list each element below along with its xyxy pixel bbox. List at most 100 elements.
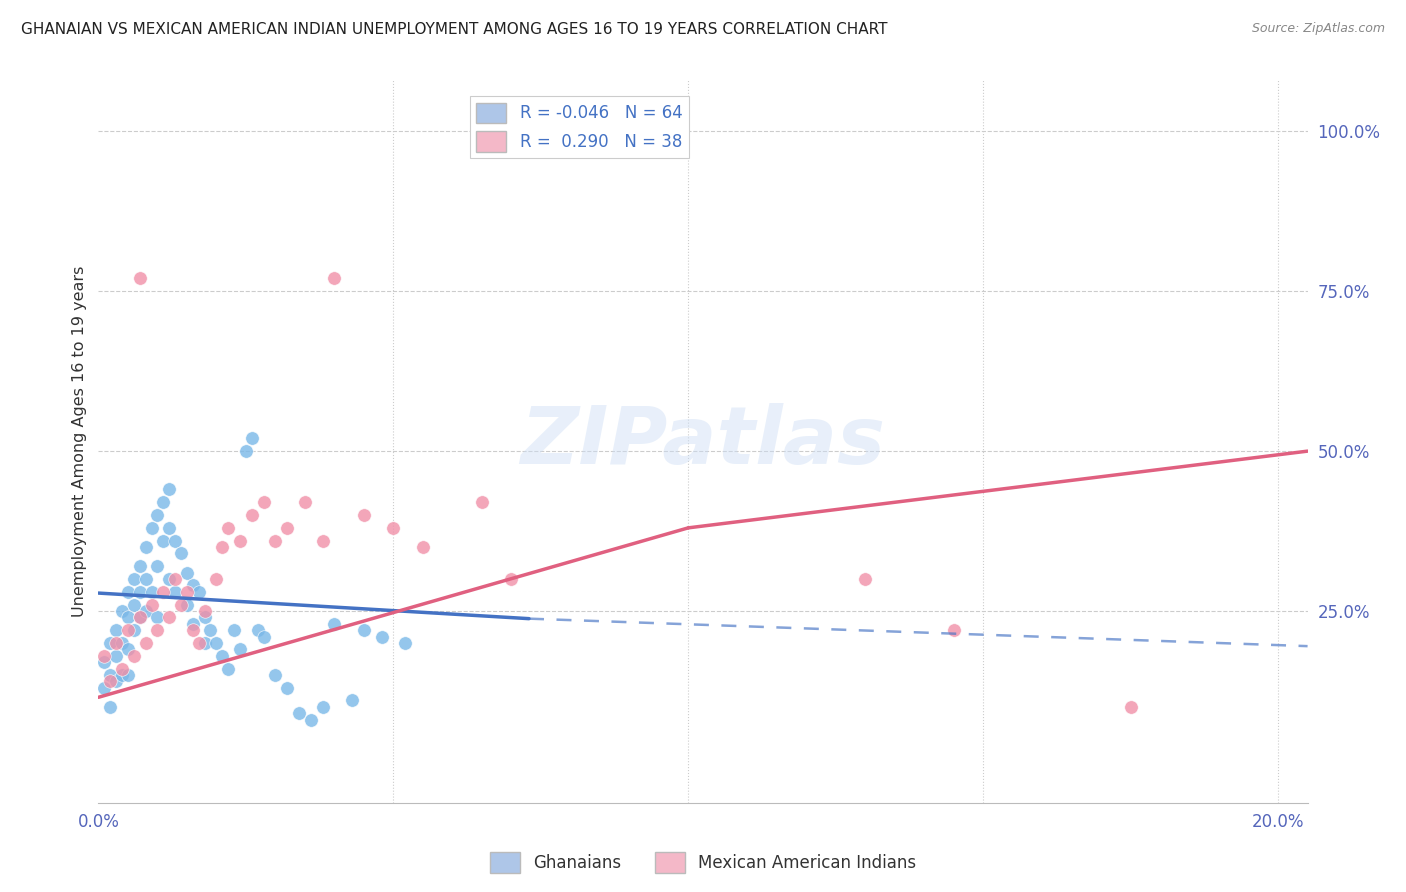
Point: [299, 713, 322, 727]
Point: [394, 636, 416, 650]
Point: [117, 668, 139, 682]
Point: [111, 604, 134, 618]
Point: [264, 668, 287, 682]
Text: Source: ZipAtlas.com: Source: ZipAtlas.com: [1251, 22, 1385, 36]
Point: [105, 674, 128, 689]
Point: [141, 584, 163, 599]
Point: [117, 610, 139, 624]
Point: [194, 604, 217, 618]
Point: [176, 584, 198, 599]
Point: [176, 598, 198, 612]
Point: [165, 533, 187, 548]
Y-axis label: Unemployment Among Ages 16 to 19 years: Unemployment Among Ages 16 to 19 years: [72, 266, 87, 617]
Point: [187, 584, 209, 599]
Point: [323, 616, 346, 631]
Point: [117, 623, 139, 637]
Point: [353, 623, 375, 637]
Point: [217, 521, 239, 535]
Point: [276, 681, 298, 695]
Point: [122, 598, 145, 612]
Point: [229, 533, 252, 548]
Point: [128, 271, 150, 285]
Point: [240, 508, 263, 522]
Point: [117, 584, 139, 599]
Point: [135, 604, 157, 618]
Point: [853, 572, 876, 586]
Point: [105, 648, 128, 663]
Point: [157, 572, 180, 586]
Point: [146, 559, 169, 574]
Point: [187, 636, 209, 650]
Point: [276, 521, 298, 535]
Point: [157, 483, 180, 497]
Point: [105, 623, 128, 637]
Point: [122, 623, 145, 637]
Point: [311, 699, 333, 714]
Point: [141, 598, 163, 612]
Point: [176, 566, 198, 580]
Point: [353, 508, 375, 522]
Point: [170, 598, 193, 612]
Legend: Ghanaians, Mexican American Indians: Ghanaians, Mexican American Indians: [484, 846, 922, 880]
Point: [98, 668, 121, 682]
Point: [323, 271, 346, 285]
Point: [157, 610, 180, 624]
Point: [471, 495, 494, 509]
Point: [200, 623, 222, 637]
Point: [98, 674, 121, 689]
Point: [194, 636, 217, 650]
Point: [128, 584, 150, 599]
Point: [135, 572, 157, 586]
Point: [93, 655, 115, 669]
Point: [117, 642, 139, 657]
Point: [170, 546, 193, 560]
Point: [146, 623, 169, 637]
Point: [111, 668, 134, 682]
Point: [382, 521, 405, 535]
Point: [135, 636, 157, 650]
Point: [146, 610, 169, 624]
Point: [229, 642, 252, 657]
Point: [93, 648, 115, 663]
Point: [294, 495, 316, 509]
Point: [122, 572, 145, 586]
Point: [205, 636, 228, 650]
Point: [205, 572, 228, 586]
Point: [98, 699, 121, 714]
Point: [128, 610, 150, 624]
Point: [246, 623, 269, 637]
Point: [105, 636, 128, 650]
Point: [252, 630, 274, 644]
Point: [111, 661, 134, 675]
Point: [157, 521, 180, 535]
Point: [222, 623, 245, 637]
Point: [181, 616, 204, 631]
Text: ZIPatlas: ZIPatlas: [520, 402, 886, 481]
Point: [181, 623, 204, 637]
Legend: R = -0.046   N = 64, R =  0.290   N = 38: R = -0.046 N = 64, R = 0.290 N = 38: [470, 95, 689, 158]
Point: [942, 623, 965, 637]
Point: [340, 693, 363, 707]
Point: [165, 584, 187, 599]
Point: [311, 533, 333, 548]
Point: [264, 533, 287, 548]
Point: [412, 540, 434, 554]
Point: [141, 521, 163, 535]
Point: [122, 648, 145, 663]
Point: [194, 610, 217, 624]
Point: [146, 508, 169, 522]
Point: [288, 706, 311, 721]
Point: [217, 661, 239, 675]
Point: [135, 540, 157, 554]
Point: [128, 610, 150, 624]
Text: GHANAIAN VS MEXICAN AMERICAN INDIAN UNEMPLOYMENT AMONG AGES 16 TO 19 YEARS CORRE: GHANAIAN VS MEXICAN AMERICAN INDIAN UNEM…: [21, 22, 887, 37]
Point: [240, 431, 263, 445]
Point: [1119, 699, 1142, 714]
Point: [111, 636, 134, 650]
Point: [152, 533, 174, 548]
Point: [152, 584, 174, 599]
Point: [181, 578, 204, 592]
Point: [93, 681, 115, 695]
Point: [152, 495, 174, 509]
Point: [128, 559, 150, 574]
